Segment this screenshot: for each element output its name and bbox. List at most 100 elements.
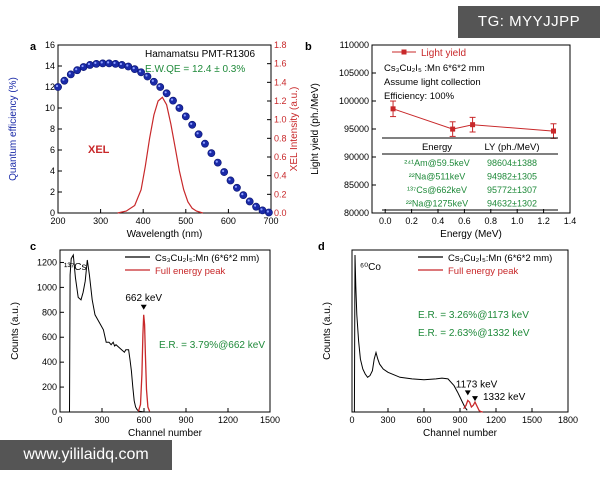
panel-d-annotation-er-1332: E.R. = 2.63%@1332 keV: [418, 328, 530, 339]
panel-b-legend-marker: [401, 49, 407, 55]
panel-b-x-tick-label: 0.8: [485, 216, 498, 226]
panel-a-x-axis-label: Wavelength (nm): [127, 229, 203, 240]
panel-b-table-header-energy: Energy: [422, 142, 452, 153]
panel-a-y2-tick-label: 0.2: [274, 189, 287, 199]
panel-a-qe-point-highlight: [196, 132, 199, 135]
panel-a-qe-point: [60, 76, 69, 85]
panel-c-y-tick-label: 200: [42, 382, 57, 392]
panel-a-qe-point: [252, 202, 260, 211]
panel-a-y-tick-label: 4: [50, 166, 55, 176]
panel-a-qe-point-highlight: [100, 61, 103, 64]
panel-d-x-tick-label: 1800: [558, 415, 578, 425]
panel-a-qe-point: [226, 176, 235, 185]
panel-a-qe-point-highlight: [113, 61, 116, 64]
panel-a-qe-point: [213, 158, 222, 167]
panel-c-x-tick-label: 300: [94, 415, 109, 425]
panel-c-annotation-er: E.R. = 3.79%@662 keV: [159, 340, 265, 351]
panel-b-y-tick-label: 100000: [339, 96, 369, 106]
panel-d-x-tick-label: 1500: [522, 415, 542, 425]
panel-a-qe-point-highlight: [234, 185, 238, 188]
panel-a-qe-point-highlight: [145, 74, 148, 77]
panel-a-y2-tick-label: 1.8: [274, 40, 287, 50]
panel-c-peak-line: [137, 314, 151, 412]
panel-a-y2-tick-label: 0.6: [274, 152, 287, 162]
panel-c-x-axis-label: Channel number: [128, 428, 203, 439]
panel-a-qe-point-highlight: [55, 84, 59, 88]
panel-a-qe-point: [130, 65, 139, 74]
panel-d-legend-label-peak: Full energy peak: [448, 266, 518, 277]
panel-b-y-tick-label: 80000: [344, 208, 369, 218]
panel-b-y-tick-label: 85000: [344, 180, 369, 190]
panel-a-qe-point: [169, 96, 177, 105]
panel-c-x-tick-label: 900: [178, 415, 193, 425]
panel-a-qe-point-highlight: [94, 61, 97, 64]
panel-b-letter: b: [305, 41, 312, 53]
panel-a-x-tick-label: 200: [50, 216, 65, 226]
panel-a-y2-tick-label: 1.6: [274, 59, 287, 69]
panel-c-legend-label-peak: Full energy peak: [155, 266, 225, 277]
panel-a-qe-point: [188, 120, 197, 129]
panel-b-legend-label: Light yield: [421, 48, 466, 59]
panel-c-x-tick-label: 0: [57, 415, 62, 425]
panel-c-plot-frame: [59, 249, 271, 413]
panel-a-qe-point: [143, 72, 152, 81]
panel-a-qe-point-highlight: [183, 114, 186, 117]
panel-a-qe-point: [175, 104, 184, 112]
panel-a-y-tick-label: 2: [50, 187, 55, 197]
panel-a-qe-point: [181, 112, 190, 121]
panel-a-y-tick-label: 10: [45, 103, 55, 113]
panel-a-x-tick-label: 600: [221, 216, 236, 226]
panel-a-annotation-xel: XEL: [88, 144, 110, 156]
panel-d-annotation-peak-1173: 1173 keV: [456, 379, 498, 390]
panel-c-annotation-source: ¹³⁷Cs: [64, 262, 87, 273]
panel-b-x-tick-label: 0.6: [458, 216, 471, 226]
panel-a-xel-line: [117, 96, 203, 214]
panel-b-table-header-ly: LY (ph./MeV): [484, 142, 539, 153]
panel-b-y-tick-label: 110000: [340, 40, 369, 50]
panel-b-table-cell-ly: 94982±1305: [487, 172, 537, 182]
panel-b-annotation-assume: Assume light collection: [384, 77, 481, 88]
panel-a-qe-point: [73, 66, 82, 75]
panel-b-x-tick-label: 0.4: [432, 216, 445, 226]
panel-a-qe-point-highlight: [87, 62, 91, 66]
panel-a-qe-point-highlight: [247, 199, 250, 202]
panel-a-letter: a: [30, 41, 37, 53]
panel-c-legend-label-spectrum: Cs₃Cu₂I₅:Mn (6*6*2 mm): [155, 253, 259, 264]
panel-a-qe-point: [162, 89, 171, 98]
panel-c-spectrum-line: [69, 253, 145, 413]
panel-a-qe-point: [118, 61, 126, 69]
panel-d-peak-line: [463, 399, 483, 413]
panel-c-x-tick-label: 1500: [260, 415, 280, 425]
panel-a-qe-point-highlight: [75, 68, 78, 71]
panel-a-qe-point: [156, 83, 165, 91]
panel-a-qe-point: [264, 208, 273, 217]
panel-a-qe-point: [201, 139, 209, 148]
panel-a-y2-tick-label: 0.8: [274, 133, 287, 143]
panel-a-y2-axis-label: XEL Intensity (a.u.): [289, 87, 300, 172]
panel-a-y2-tick-label: 1.4: [274, 77, 287, 87]
panel-b-table-cell-energy: ¹³⁷Cs@662keV: [407, 185, 467, 195]
panel-a-qe-point: [245, 197, 254, 206]
panel-a-qe-point-highlight: [107, 61, 110, 64]
panel-a-qe-point-highlight: [209, 151, 212, 154]
panel-b-light-yield-point: [551, 128, 556, 134]
panel-b-x-tick-label: 0.2: [405, 216, 418, 226]
panel-a-qe-point-highlight: [253, 204, 257, 207]
panel-a-qe-point: [207, 149, 216, 158]
panel-c-y-tick-label: 800: [42, 307, 57, 317]
panel-d-annotation-source: ⁶⁰Co: [360, 262, 381, 273]
watermark-top-right: TG: MYYJJPP: [458, 6, 600, 38]
panel-a-y-tick-label: 16: [45, 40, 55, 50]
panel-a-qe-point-highlight: [260, 208, 263, 211]
panel-a-x-tick-label: 700: [263, 216, 278, 226]
panel-c-peak-arrow: [140, 304, 147, 310]
panel-b-light-yield-point: [450, 126, 456, 132]
panel-a-annotation-pmt: Hamamatsu PMT-R1306: [145, 49, 255, 60]
panel-a-qe-point-highlight: [126, 64, 129, 67]
panel-b-x-tick-label: 1.2: [537, 216, 550, 226]
panel-a-qe-point-highlight: [266, 210, 269, 213]
panel-a-y-tick-label: 0: [50, 208, 55, 218]
panel-b-x-tick-label: 0.0: [379, 216, 392, 226]
panel-a-qe-point-highlight: [202, 141, 206, 144]
panel-a-qe-point-highlight: [164, 91, 167, 94]
